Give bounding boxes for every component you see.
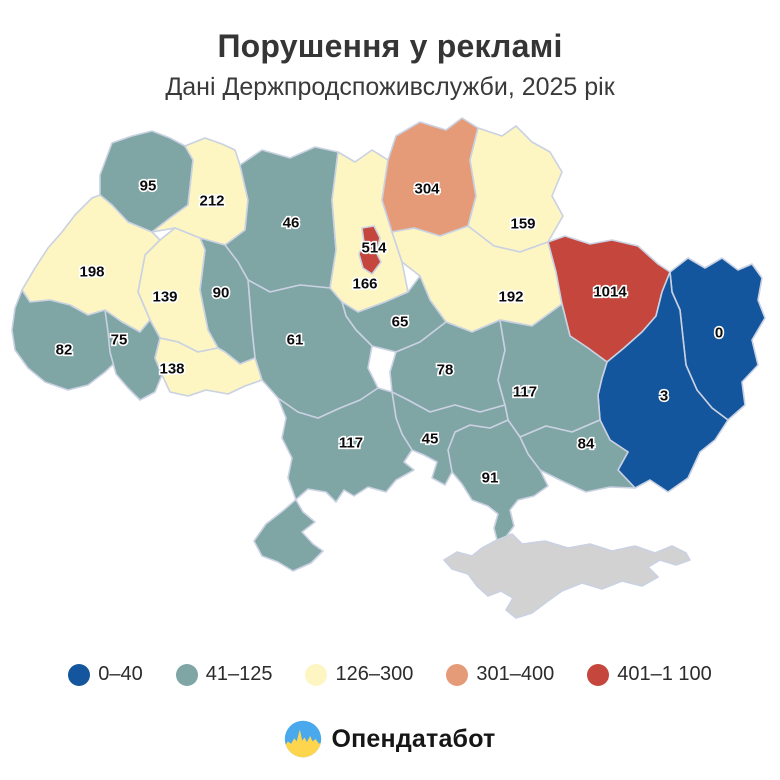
region-sumy xyxy=(467,125,564,253)
legend-item: 401–1 100 xyxy=(587,663,712,686)
region-value-label-mykolaiv: 45 xyxy=(422,431,439,448)
region-value-label-kyiv_oblast: 166 xyxy=(352,276,377,293)
region-zakarpattia xyxy=(11,289,126,391)
region-value-label-lviv: 198 xyxy=(79,264,104,281)
legend-label: 126–300 xyxy=(335,663,414,685)
region-kyiv_city xyxy=(358,225,382,275)
region-value-label-chernivtsi: 138 xyxy=(159,361,184,378)
region-value-label-chernihiv: 304 xyxy=(414,181,440,198)
legend-swatch-icon xyxy=(175,663,198,686)
brand-name: Опендатабот xyxy=(331,724,496,753)
brand-footer: Опендатабот xyxy=(0,720,780,758)
legend-swatch-icon xyxy=(446,663,469,686)
region-value-label-poltava: 192 xyxy=(498,289,523,306)
region-value-label-donetsk: 3 xyxy=(660,388,668,405)
region-value-label-sumy: 159 xyxy=(510,216,535,233)
legend-swatch-icon xyxy=(305,663,328,686)
region-value-label-rivne: 212 xyxy=(199,193,224,210)
legend-label: 301–400 xyxy=(476,663,555,685)
legend-label: 41–125 xyxy=(205,663,273,685)
region-zaporizhzhia xyxy=(519,419,636,493)
region-value-label-cherkasy: 65 xyxy=(392,314,409,331)
legend-item: 41–125 xyxy=(175,663,273,686)
page-title: Порушення у рекламі xyxy=(217,28,563,64)
region-value-label-kyiv_city: 514 xyxy=(361,240,387,257)
region-value-label-dnipropetrovsk: 117 xyxy=(513,384,537,401)
region-value-label-zakarpattia: 82 xyxy=(56,342,73,359)
region-odesa xyxy=(253,387,415,572)
region-value-label-ivano_frankivsk: 75 xyxy=(111,332,128,349)
region-value-label-khmelnytskyi: 90 xyxy=(213,285,230,302)
legend-item: 301–400 xyxy=(446,663,554,686)
legend-label: 0–40 xyxy=(98,663,143,685)
region-value-label-volyn: 95 xyxy=(140,178,157,195)
region-value-label-vinnytsia: 61 xyxy=(287,332,304,349)
legend-swatch-icon xyxy=(68,663,91,686)
legend-item: 0–40 xyxy=(68,663,143,686)
opendatabot-logo-icon xyxy=(285,720,322,758)
region-value-label-zaporizhzhia: 84 xyxy=(578,436,595,453)
legend: 0–40 41–125 126–300 301–400 401–1 100 xyxy=(0,663,780,686)
region-mykolaiv xyxy=(391,391,509,486)
legend-swatch-icon xyxy=(587,663,610,686)
region-crimea xyxy=(443,533,691,619)
region-ivano_frankivsk xyxy=(104,309,163,401)
region-value-label-odesa: 117 xyxy=(339,435,363,452)
legend-label: 401–1 100 xyxy=(617,663,712,685)
region-value-label-kherson: 91 xyxy=(482,470,499,487)
region-value-label-zhytomyr: 46 xyxy=(283,215,300,232)
legend-item: 126–300 xyxy=(305,663,413,686)
page-subtitle: Дані Держпродспоживслужби, 2025 рік xyxy=(165,73,615,101)
region-value-label-ternopil: 139 xyxy=(152,289,177,306)
region-value-label-luhansk: 0 xyxy=(715,325,723,342)
region-value-label-kirovohrad: 78 xyxy=(437,362,454,379)
region-chernivtsi xyxy=(154,337,263,397)
region-chernihiv xyxy=(381,117,479,237)
region-value-label-kharkiv: 1014 xyxy=(593,284,627,301)
